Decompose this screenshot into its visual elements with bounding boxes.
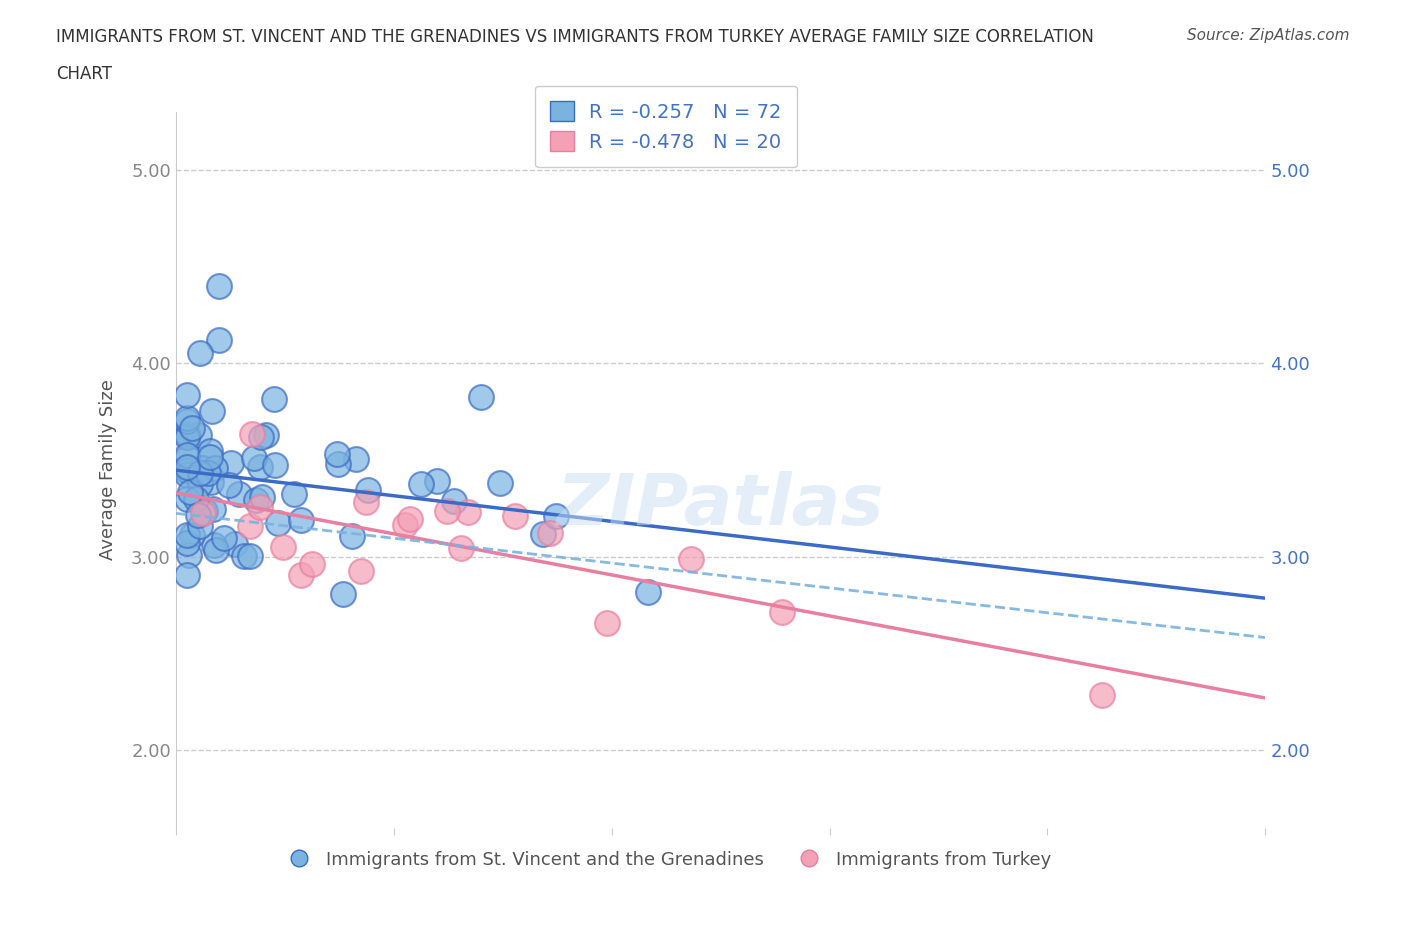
Point bbox=[188, 346, 211, 361]
Point bbox=[188, 466, 211, 481]
Point bbox=[176, 536, 198, 551]
Point bbox=[254, 428, 277, 443]
Point bbox=[204, 461, 226, 476]
Point bbox=[218, 478, 240, 493]
Point bbox=[181, 421, 204, 436]
Point bbox=[271, 539, 294, 554]
Point bbox=[326, 446, 349, 461]
Point bbox=[264, 458, 287, 472]
Point bbox=[176, 462, 198, 477]
Point bbox=[187, 508, 209, 523]
Point bbox=[243, 450, 266, 465]
Point bbox=[176, 463, 198, 478]
Point bbox=[176, 414, 198, 429]
Point bbox=[191, 506, 214, 521]
Point bbox=[176, 411, 198, 426]
Point bbox=[266, 516, 288, 531]
Point bbox=[290, 568, 312, 583]
Point bbox=[426, 473, 449, 488]
Point bbox=[201, 404, 224, 418]
Point bbox=[290, 512, 312, 527]
Point bbox=[176, 491, 198, 506]
Point bbox=[194, 503, 217, 518]
Point bbox=[443, 494, 465, 509]
Point bbox=[202, 538, 225, 552]
Point bbox=[301, 556, 323, 571]
Point bbox=[770, 604, 793, 619]
Point bbox=[1091, 687, 1114, 702]
Point bbox=[503, 509, 526, 524]
Point bbox=[176, 427, 198, 442]
Point bbox=[188, 476, 211, 491]
Point bbox=[328, 457, 350, 472]
Point bbox=[538, 526, 561, 541]
Text: CHART: CHART bbox=[56, 65, 112, 83]
Point bbox=[233, 549, 256, 564]
Point bbox=[240, 427, 263, 442]
Point bbox=[176, 387, 198, 402]
Point bbox=[176, 527, 198, 542]
Point bbox=[436, 504, 458, 519]
Point bbox=[457, 505, 479, 520]
Point bbox=[212, 530, 235, 545]
Point bbox=[176, 447, 198, 462]
Point bbox=[176, 429, 198, 444]
Point bbox=[205, 543, 228, 558]
Point bbox=[207, 333, 229, 348]
Point bbox=[198, 444, 221, 458]
Point bbox=[681, 551, 703, 566]
Point bbox=[201, 502, 224, 517]
Point bbox=[411, 477, 433, 492]
Y-axis label: Average Family Size: Average Family Size bbox=[100, 379, 117, 560]
Point bbox=[332, 586, 354, 601]
Point bbox=[342, 529, 364, 544]
Point bbox=[224, 537, 246, 551]
Point bbox=[176, 567, 198, 582]
Point bbox=[190, 519, 212, 534]
Text: IMMIGRANTS FROM ST. VINCENT AND THE GRENADINES VS IMMIGRANTS FROM TURKEY AVERAGE: IMMIGRANTS FROM ST. VINCENT AND THE GREN… bbox=[56, 28, 1094, 46]
Point bbox=[184, 491, 207, 506]
Point bbox=[354, 495, 377, 510]
Point bbox=[283, 486, 305, 501]
Point bbox=[191, 461, 214, 476]
Point bbox=[176, 467, 198, 482]
Point bbox=[176, 460, 198, 475]
Point bbox=[399, 512, 422, 526]
Point bbox=[179, 485, 201, 499]
Point bbox=[637, 584, 659, 599]
Point bbox=[470, 390, 492, 405]
Point bbox=[197, 465, 219, 480]
Point bbox=[249, 459, 271, 474]
Point bbox=[180, 527, 202, 542]
Point bbox=[238, 519, 260, 534]
Text: Source: ZipAtlas.com: Source: ZipAtlas.com bbox=[1187, 28, 1350, 43]
Point bbox=[228, 486, 250, 501]
Point bbox=[263, 392, 285, 406]
Point bbox=[208, 278, 231, 293]
Point bbox=[531, 526, 554, 541]
Point bbox=[250, 430, 273, 445]
Point bbox=[357, 483, 380, 498]
Point bbox=[239, 549, 262, 564]
Point bbox=[249, 499, 271, 514]
Legend: Immigrants from St. Vincent and the Grenadines, Immigrants from Turkey: Immigrants from St. Vincent and the Gren… bbox=[274, 844, 1059, 876]
Point bbox=[450, 540, 472, 555]
Point bbox=[200, 475, 222, 490]
Point bbox=[250, 489, 273, 504]
Point bbox=[546, 508, 568, 523]
Point bbox=[488, 476, 510, 491]
Point bbox=[245, 493, 267, 508]
Point bbox=[188, 428, 211, 443]
Point bbox=[394, 517, 416, 532]
Point bbox=[176, 451, 198, 466]
Point bbox=[349, 564, 371, 578]
Point bbox=[596, 616, 619, 631]
Point bbox=[344, 452, 367, 467]
Point bbox=[179, 548, 201, 563]
Point bbox=[221, 456, 243, 471]
Text: ZIPatlas: ZIPatlas bbox=[557, 471, 884, 540]
Point bbox=[200, 449, 222, 464]
Point bbox=[177, 428, 200, 443]
